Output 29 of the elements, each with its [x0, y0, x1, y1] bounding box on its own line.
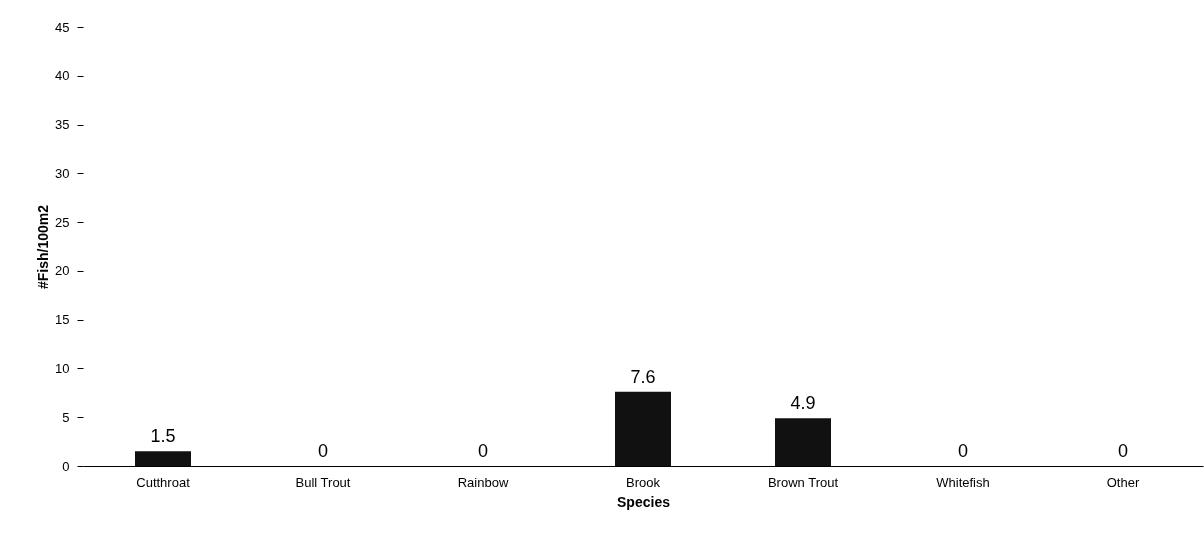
y-axis-title: #Fish/100m2 — [35, 204, 52, 290]
y-tick-label: 25 — [55, 214, 70, 230]
y-tick-label: 0 — [62, 458, 70, 474]
y-tick-label: 30 — [55, 165, 70, 181]
data-label: 0 — [1117, 441, 1129, 461]
y-tick-label: 10 — [55, 360, 70, 376]
bar — [775, 418, 831, 466]
x-axis-title: Species — [617, 493, 671, 510]
data-label: 0 — [317, 441, 329, 461]
x-tick-label: Brook — [626, 474, 661, 490]
data-label: 0 — [477, 441, 489, 461]
x-tick-label: Other — [1106, 474, 1140, 490]
y-tick-label: 45 — [55, 19, 70, 35]
y-tick-label: 40 — [55, 68, 70, 84]
x-tick-label: Cutthroat — [136, 474, 191, 490]
bar — [615, 391, 671, 466]
data-label: 0 — [957, 441, 969, 461]
data-label: 1.5 — [150, 426, 176, 447]
x-tick-label: Rainbow — [457, 474, 509, 490]
y-tick-label: 5 — [62, 409, 70, 425]
y-tick-label: 20 — [55, 263, 70, 279]
x-tick-label: Brown Trout — [767, 474, 839, 490]
bar — [135, 451, 191, 466]
x-tick-label: Bull Trout — [295, 474, 351, 490]
y-tick-label: 35 — [55, 117, 70, 133]
x-tick-label: Whitefish — [936, 474, 990, 490]
data-label: 4.9 — [790, 393, 816, 414]
data-label: 7.6 — [630, 366, 656, 387]
y-tick-label: 15 — [55, 312, 70, 328]
